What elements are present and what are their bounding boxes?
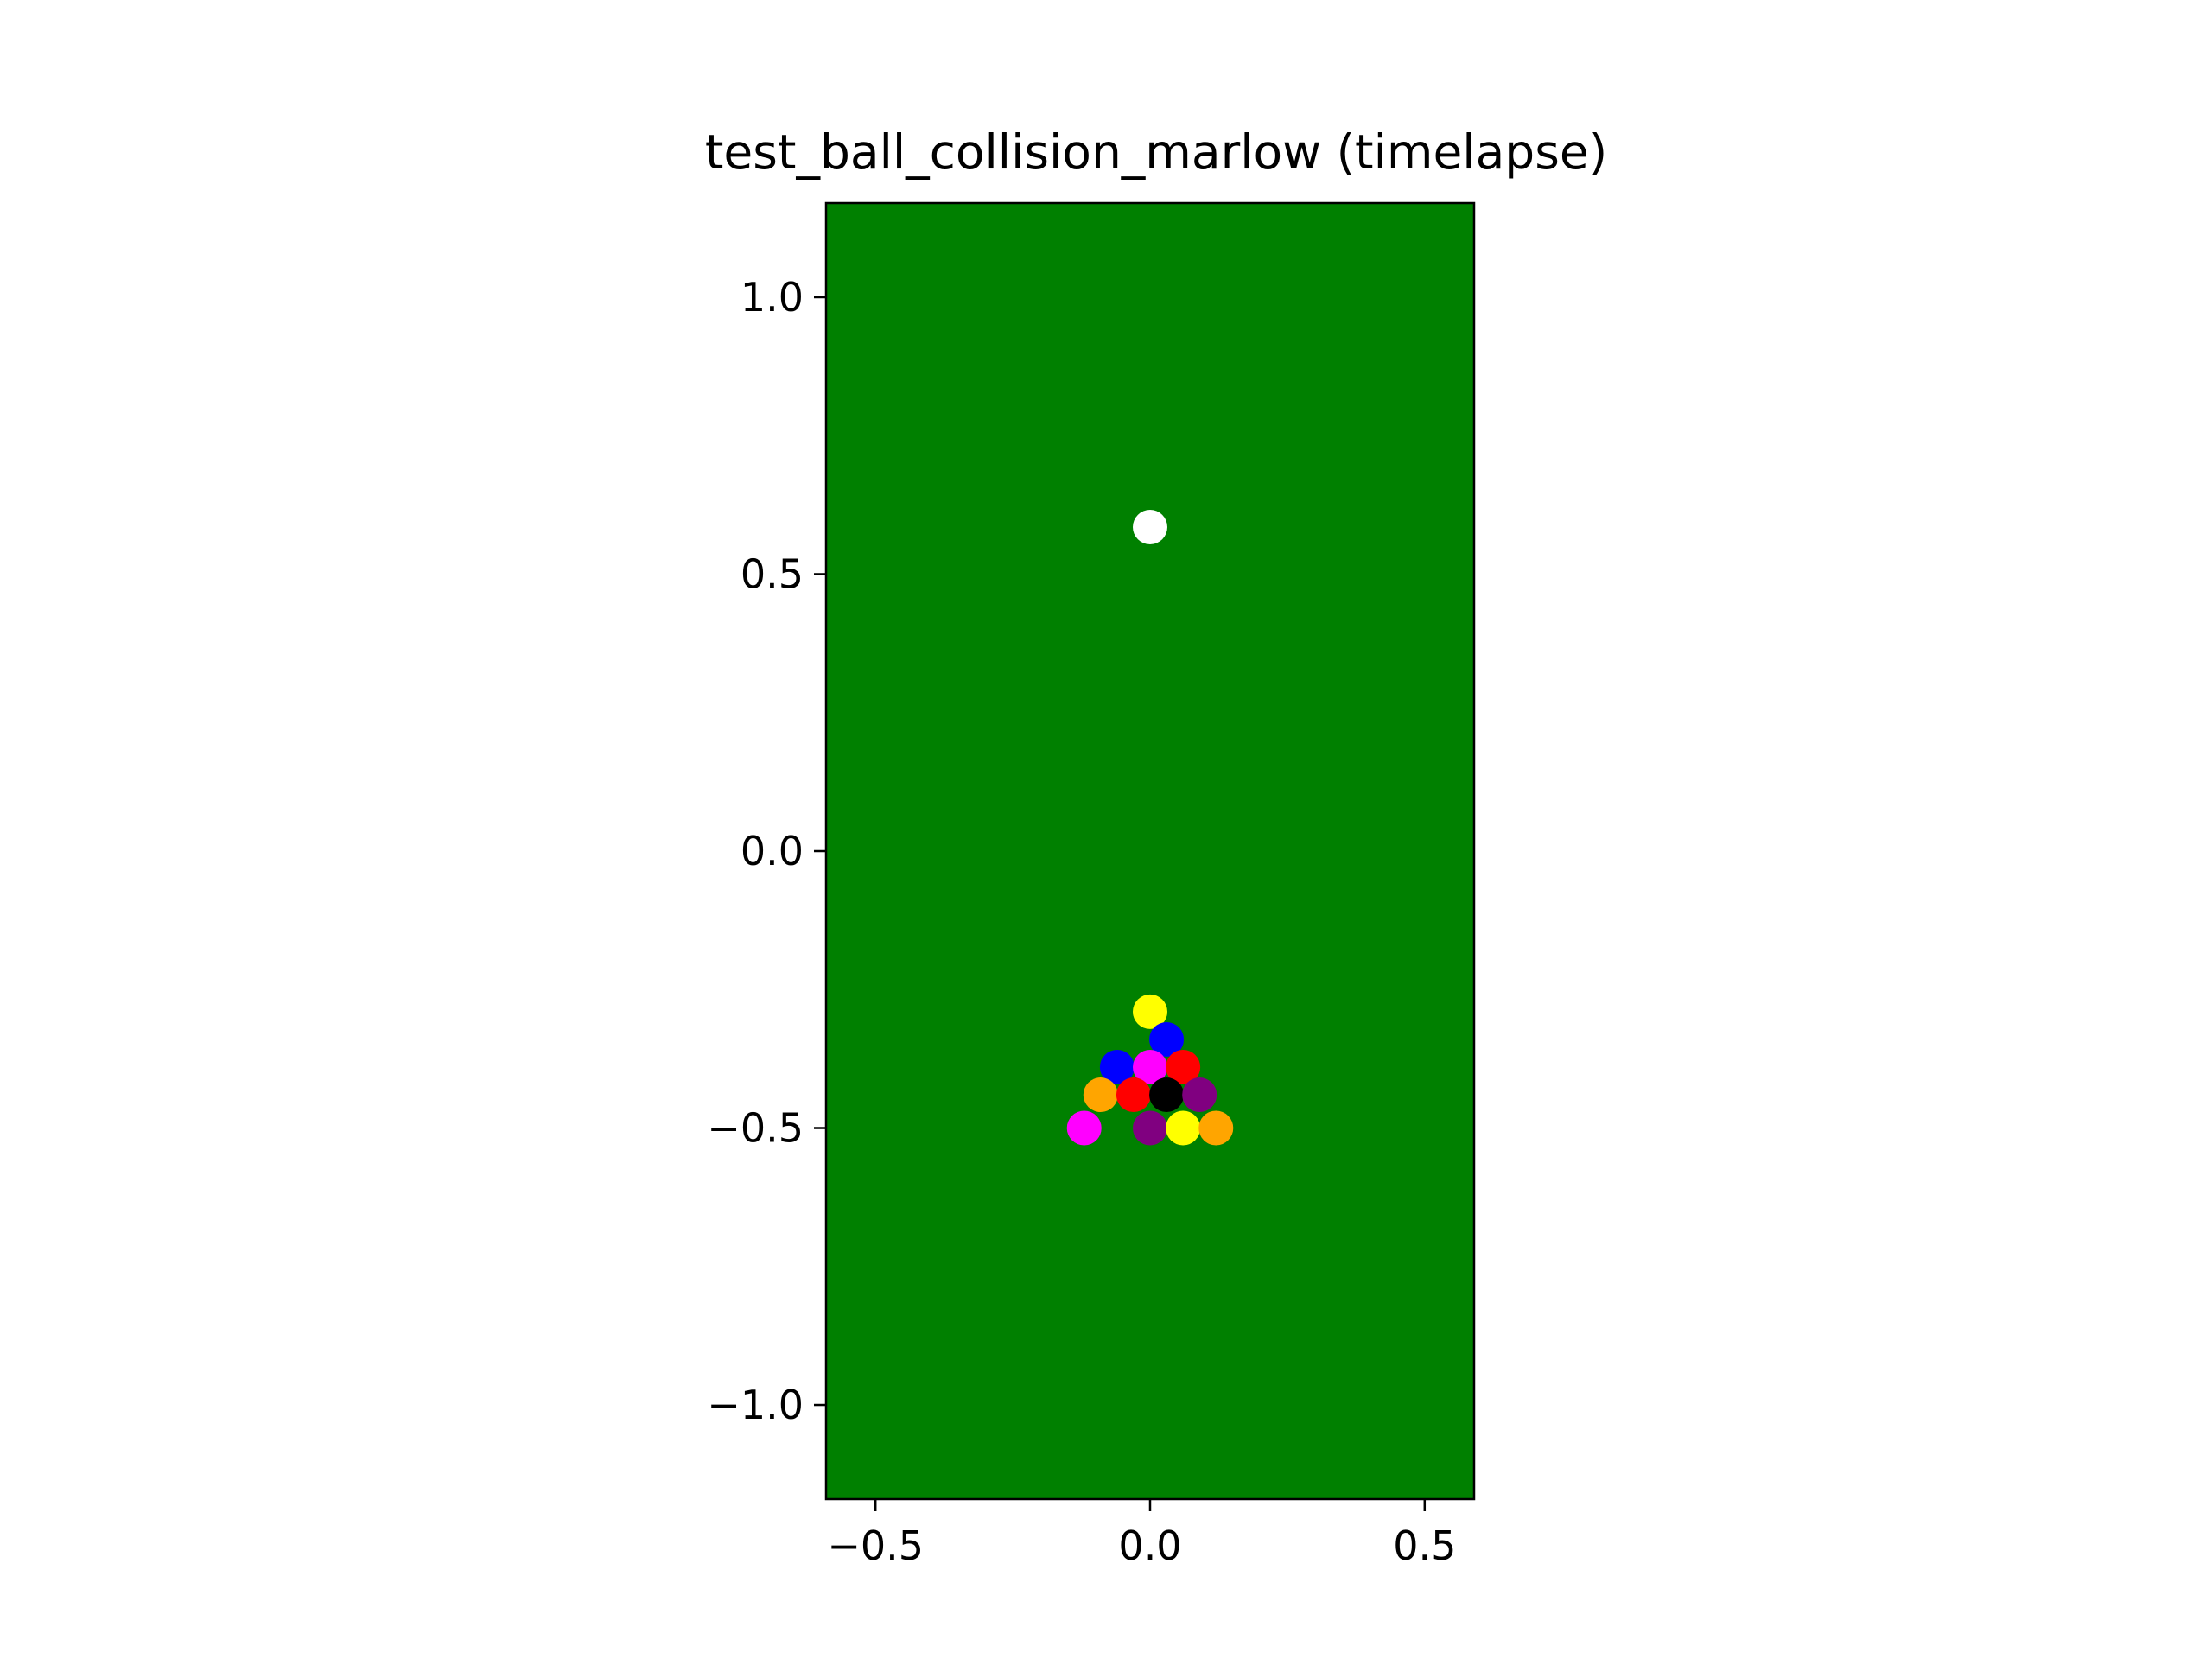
ball-marker: [1166, 1110, 1201, 1146]
ball-marker: [1133, 1050, 1167, 1084]
plot-area: [826, 203, 1474, 1499]
y-tick-label: −1.0: [707, 1382, 804, 1428]
ball-marker: [1182, 1077, 1217, 1113]
ball-marker: [1099, 1050, 1135, 1084]
x-tick-label: 0.5: [1393, 1522, 1456, 1569]
y-tick-label: 0.0: [741, 828, 804, 874]
chart-title: test_ball_collision_marlow (timelapse): [705, 124, 1607, 180]
y-tick-label: 1.0: [741, 274, 804, 321]
ball-marker: [1133, 994, 1167, 1029]
x-tick-label: 0.0: [1118, 1522, 1181, 1569]
x-tick-label: −0.5: [827, 1522, 924, 1569]
ball-marker: [1066, 1110, 1102, 1146]
ball-marker: [1166, 1050, 1201, 1084]
y-tick-label: 0.5: [741, 550, 804, 597]
ball-marker: [1116, 1077, 1151, 1113]
ball-marker: [1149, 1021, 1185, 1057]
y-tick-label: −0.5: [707, 1105, 804, 1152]
ball-marker: [1149, 1077, 1185, 1113]
balls-layer: [1066, 510, 1234, 1146]
ball-marker: [1198, 1110, 1234, 1146]
y-axis: 1.0 0.5 0.0 −0.5 −1.0: [707, 274, 826, 1428]
ball-marker: [1133, 510, 1167, 544]
ball-marker: [1083, 1077, 1118, 1113]
x-axis: −0.5 0.0 0.5: [827, 1499, 1456, 1569]
ball-marker: [1133, 1110, 1167, 1146]
